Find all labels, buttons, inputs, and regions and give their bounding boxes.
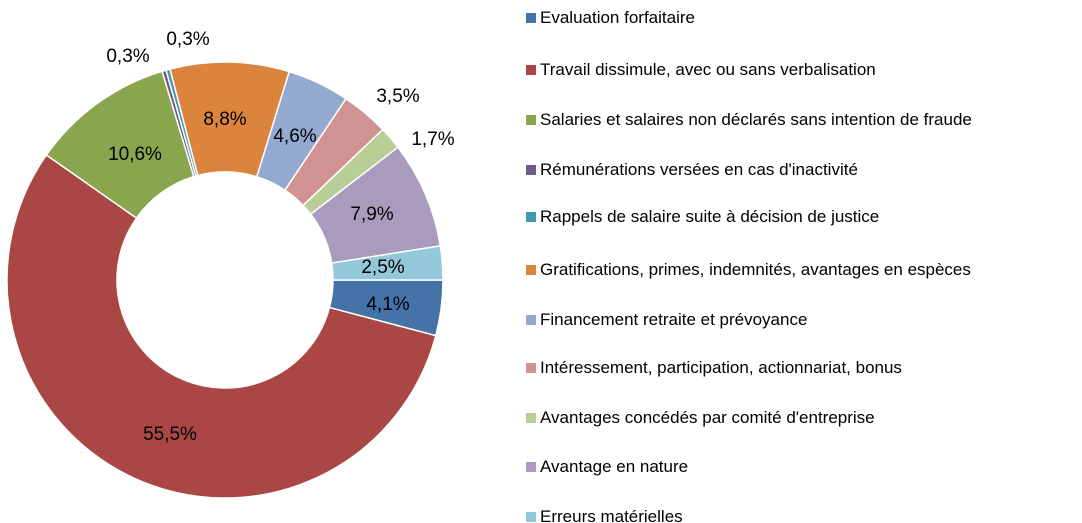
legend-swatch xyxy=(526,462,536,472)
legend-item: Avantage en nature xyxy=(526,455,1026,479)
legend-label: Erreurs matérielles xyxy=(540,507,683,523)
legend-item: Financement retraite et prévoyance xyxy=(526,308,1026,332)
legend-swatch xyxy=(526,315,536,325)
legend-label: Intéressement, participation, actionnari… xyxy=(540,358,902,377)
legend-label: Avantage en nature xyxy=(540,457,689,476)
legend-swatch xyxy=(526,265,536,275)
legend-swatch xyxy=(526,413,536,423)
data-label: 7,9% xyxy=(350,204,393,225)
donut-segment xyxy=(6,153,437,499)
legend-swatch xyxy=(526,212,536,222)
legend-swatch xyxy=(526,65,536,75)
data-label: 2,5% xyxy=(361,257,404,278)
legend-swatch xyxy=(526,363,536,373)
data-label: 55,5% xyxy=(143,424,197,445)
legend-item: Avantages concédés par comité d'entrepri… xyxy=(526,406,1026,430)
legend-label: Avantages concédés par comité d'entrepri… xyxy=(540,408,875,427)
legend-item: Evaluation forfaitaire xyxy=(526,6,1026,30)
legend-swatch xyxy=(526,512,536,522)
legend-swatch xyxy=(526,165,536,175)
legend-item: Rémunérations versées en cas d'inactivit… xyxy=(526,158,1026,182)
data-label: 4,1% xyxy=(366,294,409,315)
data-label: 0,3% xyxy=(166,29,209,50)
data-label: 8,8% xyxy=(203,109,246,130)
legend-item: Travail dissimule, avec ou sans verbalis… xyxy=(526,58,1026,82)
data-label: 10,6% xyxy=(108,144,162,165)
data-label: 4,6% xyxy=(273,126,316,147)
legend-item: Gratifications, primes, indemnités, avan… xyxy=(526,258,1026,282)
data-label: 1,7% xyxy=(411,129,454,150)
legend-item: Rappels de salaire suite à décision de j… xyxy=(526,205,1026,229)
legend-label: Financement retraite et prévoyance xyxy=(540,310,808,329)
legend-swatch xyxy=(526,115,536,125)
legend-label: Gratifications, primes, indemnités, avan… xyxy=(540,260,971,279)
legend-label: Travail dissimule, avec ou sans verbalis… xyxy=(540,60,876,79)
legend-item: Erreurs matérielles xyxy=(526,505,1026,523)
chart: 4,1% 55,5% 10,6% 0,3% 0,3% 8,8% 4,6% 3,5% 1,7% 7,… xyxy=(6,29,455,499)
legend-swatch xyxy=(526,13,536,23)
data-label: 0,3% xyxy=(106,46,149,67)
legend-item: Salaries et salaires non déclarés sans i… xyxy=(526,108,1026,132)
legend-item: Intéressement, participation, actionnari… xyxy=(526,356,1026,380)
legend-label: Rappels de salaire suite à décision de j… xyxy=(540,207,880,226)
donut-segment xyxy=(330,244,444,281)
legend-label: Evaluation forfaitaire xyxy=(540,8,695,27)
legend-label: Rémunérations versées en cas d'inactivit… xyxy=(540,160,858,179)
legend-label: Salaries et salaires non déclarés sans i… xyxy=(540,110,972,129)
data-label: 3,5% xyxy=(376,86,419,107)
